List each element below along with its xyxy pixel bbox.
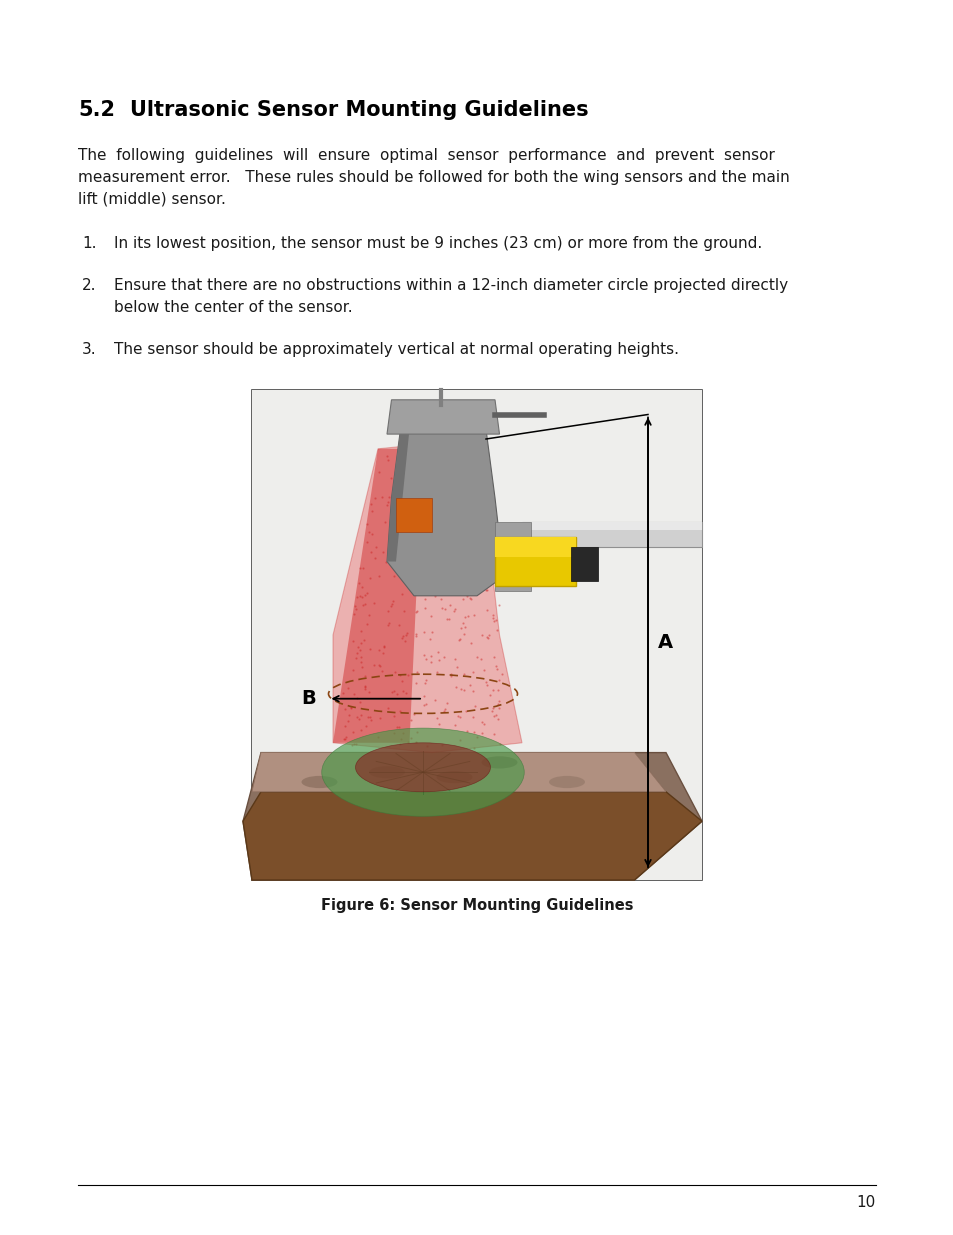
Bar bbox=[495, 537, 576, 585]
Bar bbox=[571, 547, 598, 582]
Text: 2.: 2. bbox=[82, 278, 96, 293]
Bar bbox=[395, 498, 432, 532]
Polygon shape bbox=[252, 752, 665, 792]
Ellipse shape bbox=[548, 776, 584, 788]
Text: Ensure that there are no obstructions within a 12-inch diameter circle projected: Ensure that there are no obstructions wi… bbox=[113, 278, 787, 293]
Text: The sensor should be approximately vertical at normal operating heights.: The sensor should be approximately verti… bbox=[113, 342, 679, 357]
Ellipse shape bbox=[321, 729, 524, 816]
Text: Figure 6: Sensor Mounting Guidelines: Figure 6: Sensor Mounting Guidelines bbox=[320, 898, 633, 913]
Text: lift (middle) sensor.: lift (middle) sensor. bbox=[78, 191, 226, 207]
Text: The  following  guidelines  will  ensure  optimal  sensor  performance  and  pre: The following guidelines will ensure opt… bbox=[78, 148, 774, 163]
Polygon shape bbox=[261, 752, 665, 792]
Ellipse shape bbox=[301, 776, 337, 788]
Bar bbox=[495, 522, 531, 590]
Polygon shape bbox=[333, 438, 521, 752]
Text: below the center of the sensor.: below the center of the sensor. bbox=[113, 300, 353, 315]
Text: A: A bbox=[658, 632, 673, 652]
Ellipse shape bbox=[481, 756, 517, 768]
Polygon shape bbox=[243, 752, 701, 881]
Text: 3.: 3. bbox=[82, 342, 96, 357]
Polygon shape bbox=[387, 430, 409, 562]
Polygon shape bbox=[333, 448, 422, 742]
Text: In its lowest position, the sensor must be 9 inches (23 cm) or more from the gro: In its lowest position, the sensor must … bbox=[113, 236, 761, 251]
Bar bbox=[521, 522, 701, 530]
Polygon shape bbox=[243, 792, 701, 881]
Text: 1.: 1. bbox=[82, 236, 96, 251]
Text: Ultrasonic Sensor Mounting Guidelines: Ultrasonic Sensor Mounting Guidelines bbox=[130, 100, 588, 120]
Ellipse shape bbox=[369, 766, 405, 778]
Text: measurement error.   These rules should be followed for both the wing sensors an: measurement error. These rules should be… bbox=[78, 170, 789, 185]
Text: 5.2: 5.2 bbox=[78, 100, 115, 120]
Ellipse shape bbox=[355, 742, 490, 792]
Ellipse shape bbox=[436, 771, 472, 783]
Bar bbox=[521, 522, 701, 547]
Text: 10: 10 bbox=[856, 1195, 875, 1210]
Bar bbox=[495, 537, 576, 557]
Text: B: B bbox=[301, 689, 316, 708]
Polygon shape bbox=[387, 400, 499, 433]
Bar bbox=[252, 390, 701, 881]
Bar bbox=[252, 390, 701, 881]
Polygon shape bbox=[387, 430, 503, 595]
